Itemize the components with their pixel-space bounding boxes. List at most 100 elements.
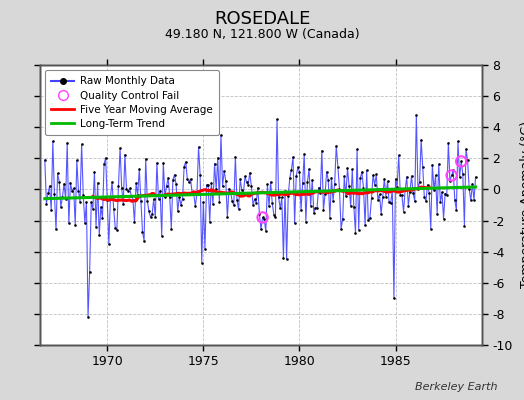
Point bbox=[316, 190, 324, 196]
Point bbox=[257, 226, 265, 232]
Point bbox=[465, 186, 473, 192]
Point bbox=[287, 166, 296, 173]
Point bbox=[81, 220, 89, 226]
Point bbox=[446, 178, 454, 184]
Point bbox=[61, 196, 70, 202]
Point bbox=[183, 176, 192, 182]
Point bbox=[462, 146, 470, 152]
Point bbox=[191, 203, 200, 210]
Point bbox=[82, 199, 91, 205]
Point bbox=[406, 188, 414, 195]
Point bbox=[321, 191, 329, 197]
Point bbox=[237, 186, 246, 193]
Point bbox=[202, 182, 211, 188]
Point bbox=[454, 138, 462, 144]
Point bbox=[472, 174, 480, 180]
Point bbox=[162, 183, 171, 190]
Point bbox=[212, 186, 221, 192]
Point bbox=[194, 144, 203, 150]
Point bbox=[185, 178, 193, 185]
Point bbox=[210, 160, 219, 167]
Point bbox=[396, 192, 405, 198]
Y-axis label: Temperature Anomaly (°C): Temperature Anomaly (°C) bbox=[520, 122, 524, 288]
Point bbox=[113, 227, 121, 233]
Point bbox=[108, 179, 116, 185]
Point bbox=[254, 185, 262, 191]
Point bbox=[204, 182, 212, 188]
Point bbox=[447, 172, 456, 179]
Point bbox=[414, 185, 422, 192]
Point bbox=[419, 164, 427, 170]
Point bbox=[199, 199, 208, 205]
Point bbox=[47, 207, 56, 213]
Point bbox=[158, 233, 166, 239]
Point bbox=[95, 232, 103, 238]
Point bbox=[290, 220, 299, 226]
Point bbox=[430, 187, 438, 193]
Point bbox=[41, 157, 49, 163]
Point bbox=[282, 256, 291, 263]
Point bbox=[318, 147, 326, 154]
Point bbox=[143, 198, 151, 204]
Point bbox=[359, 185, 368, 191]
Point bbox=[289, 154, 297, 160]
Point bbox=[226, 189, 235, 195]
Point bbox=[122, 185, 130, 192]
Point bbox=[402, 174, 411, 180]
Point bbox=[241, 173, 249, 180]
Point bbox=[145, 208, 153, 214]
Point bbox=[164, 175, 172, 181]
Point bbox=[244, 182, 253, 188]
Point bbox=[105, 241, 113, 247]
Point bbox=[222, 178, 230, 184]
Point bbox=[270, 211, 278, 218]
Point bbox=[268, 200, 276, 206]
Point bbox=[265, 203, 273, 210]
Point bbox=[356, 175, 365, 181]
Point bbox=[70, 185, 78, 192]
Point bbox=[375, 191, 384, 198]
Point bbox=[60, 180, 68, 187]
Point bbox=[236, 176, 244, 182]
Point bbox=[334, 164, 342, 170]
Point bbox=[151, 214, 159, 220]
Point bbox=[279, 255, 288, 261]
Point bbox=[252, 199, 260, 206]
Point bbox=[311, 205, 320, 211]
Point bbox=[117, 185, 126, 191]
Point bbox=[455, 174, 464, 180]
Point bbox=[217, 132, 225, 138]
Point bbox=[412, 112, 421, 118]
Text: ROSEDALE: ROSEDALE bbox=[214, 10, 310, 28]
Point bbox=[328, 175, 336, 181]
Point bbox=[369, 172, 377, 178]
Point bbox=[378, 194, 387, 200]
Point bbox=[130, 219, 139, 226]
Point bbox=[53, 170, 62, 177]
Point bbox=[223, 214, 232, 220]
Point bbox=[420, 194, 429, 201]
Point bbox=[103, 197, 112, 203]
Point bbox=[258, 214, 267, 221]
Point bbox=[331, 180, 339, 187]
Point bbox=[50, 191, 59, 197]
Point bbox=[90, 169, 99, 175]
Point bbox=[84, 314, 92, 320]
Point bbox=[457, 158, 465, 165]
Point bbox=[314, 184, 323, 191]
Point bbox=[74, 188, 83, 194]
Point bbox=[266, 179, 275, 185]
Point bbox=[68, 188, 76, 194]
Point bbox=[260, 216, 268, 222]
Point bbox=[93, 180, 102, 186]
Point bbox=[284, 192, 292, 199]
Point bbox=[286, 174, 294, 181]
Point bbox=[170, 172, 179, 178]
Point bbox=[457, 158, 465, 165]
Point bbox=[384, 178, 392, 184]
Point bbox=[193, 190, 201, 197]
Point bbox=[271, 214, 280, 220]
Point bbox=[305, 166, 313, 172]
Point bbox=[167, 226, 176, 232]
Point bbox=[261, 228, 270, 235]
